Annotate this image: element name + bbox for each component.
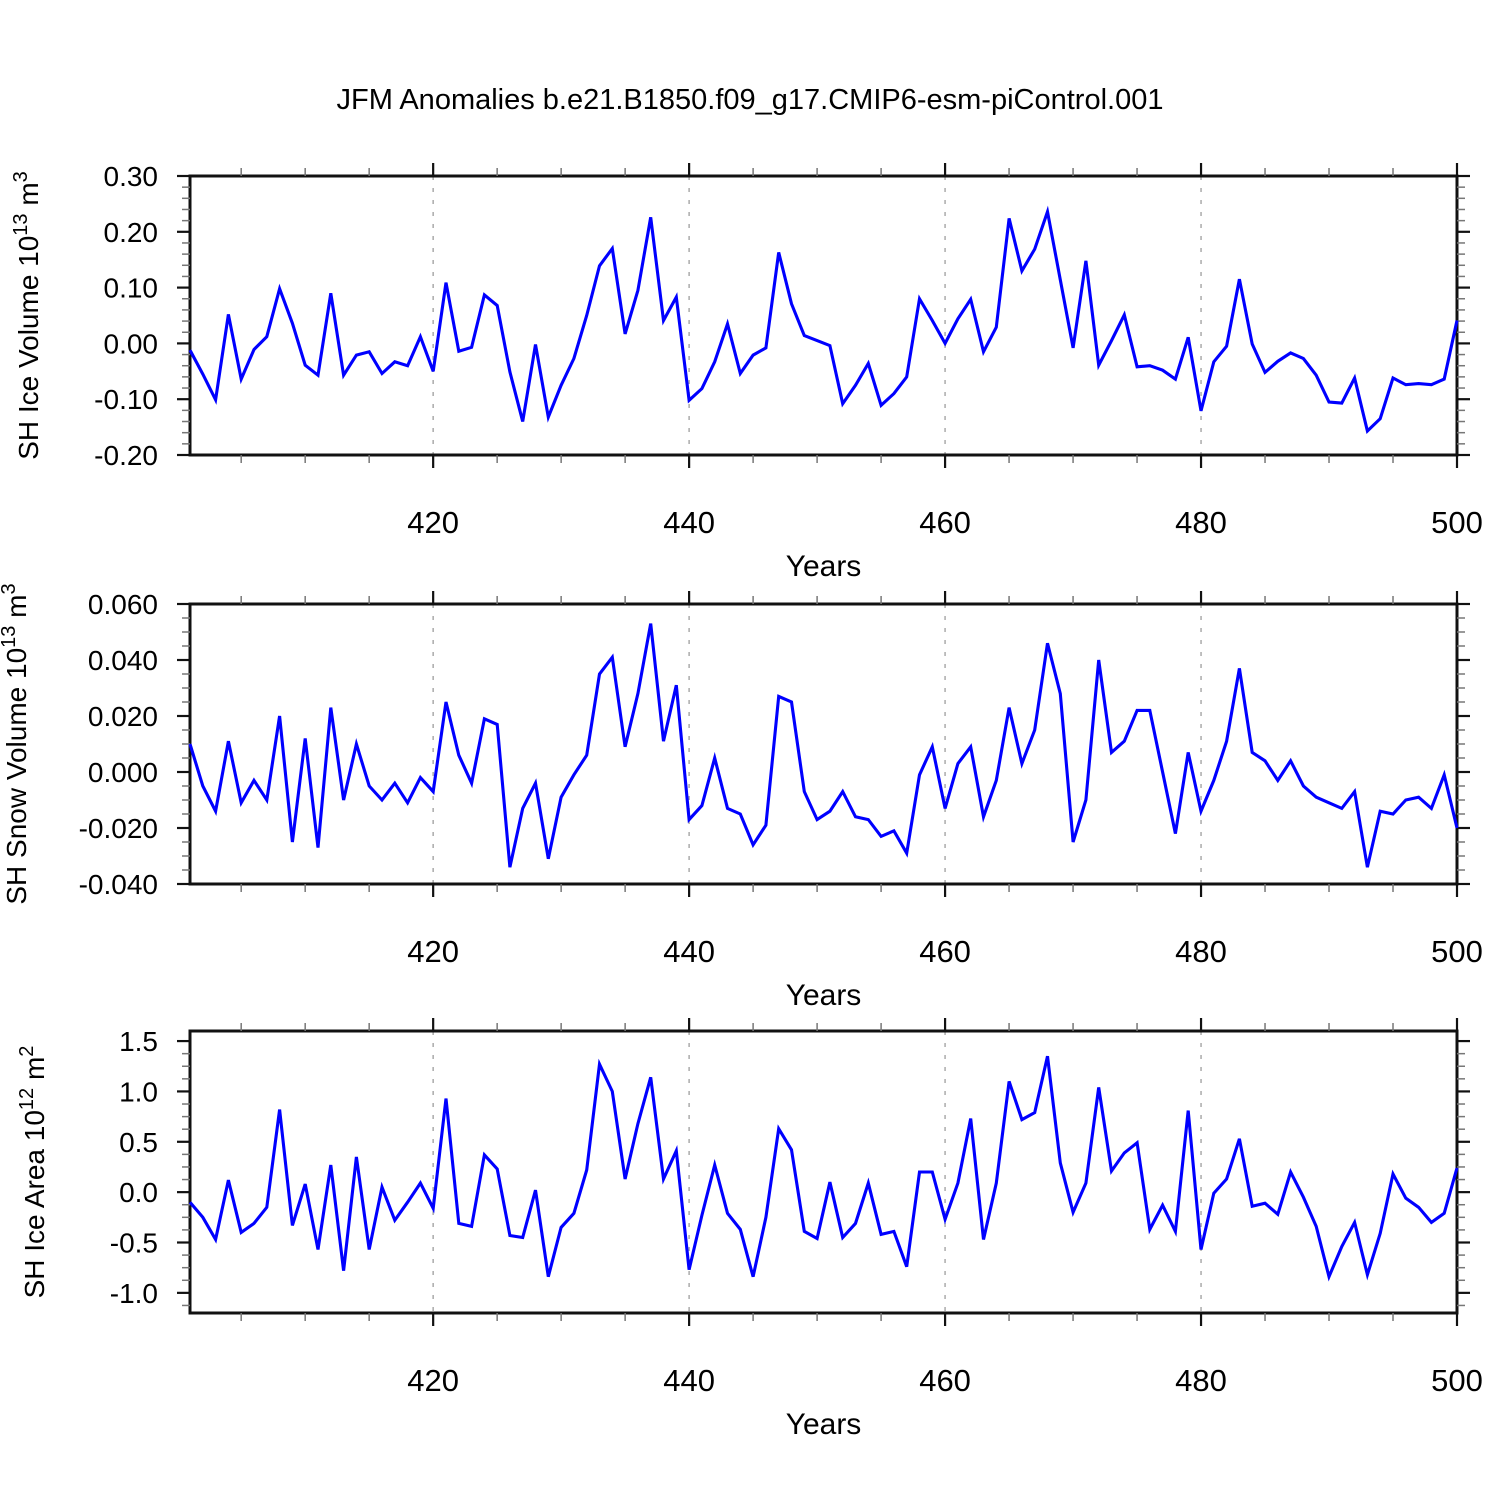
x-tick-label: 420 xyxy=(407,934,459,969)
x-tick-label: 480 xyxy=(1175,1363,1227,1398)
y-tick-label: 1.0 xyxy=(119,1076,158,1107)
y-tick-label: -0.040 xyxy=(79,869,158,900)
y-axis-label-sh-ice-volume: SH Ice Volume 1013 m3 xyxy=(10,171,44,460)
y-tick-label: 0.10 xyxy=(104,273,159,304)
y-tick-label: 0.060 xyxy=(88,589,158,620)
x-tick-label: 440 xyxy=(663,1363,715,1398)
y-tick-label: -0.10 xyxy=(94,384,158,415)
x-tick-label: 420 xyxy=(407,505,459,540)
y-tick-label: 1.5 xyxy=(119,1026,158,1057)
x-axis-label: Years xyxy=(786,550,862,583)
x-tick-label: 440 xyxy=(663,934,715,969)
y-tick-label: 0.30 xyxy=(104,161,159,192)
x-tick-label: 460 xyxy=(919,934,971,969)
series-line-sh-snow-volume xyxy=(188,623,1459,868)
x-tick-label: 480 xyxy=(1175,934,1227,969)
panel-sh-snow-volume: 420 440 460 480 500 Years 0.060 0.040 0.020 0.000… xyxy=(0,583,1483,1012)
y-tick-label: 0.040 xyxy=(88,645,158,676)
y-tick-label: 0.000 xyxy=(88,757,158,788)
y-tick-label: -1.0 xyxy=(110,1278,158,1309)
y-tick-label: 0.020 xyxy=(88,701,158,732)
y-tick-label: 0.0 xyxy=(119,1177,158,1208)
y-axis-label-sh-snow-volume: SH Snow Volume 1013 m3 xyxy=(0,583,32,904)
plot-frame xyxy=(188,602,1459,886)
x-axis-label: Years xyxy=(786,1408,862,1441)
page-title: JFM Anomalies b.e21.B1850.f09_g17.CMIP6-… xyxy=(336,84,1164,116)
x-tick-label: 460 xyxy=(919,1363,971,1398)
x-tick-label: 420 xyxy=(407,1363,459,1398)
y-tick-label: 0.5 xyxy=(119,1127,158,1158)
y-tick-label: -0.5 xyxy=(110,1228,158,1259)
series-line-sh-ice-area xyxy=(188,1055,1459,1282)
x-tick-label: 480 xyxy=(1175,505,1227,540)
plot-frame xyxy=(188,1029,1459,1315)
x-tick-label: 440 xyxy=(663,505,715,540)
y-tick-label: 0.20 xyxy=(104,217,159,248)
x-tick-label: 460 xyxy=(919,505,971,540)
x-tick-label: 500 xyxy=(1431,1363,1483,1398)
y-tick-label: -0.020 xyxy=(79,813,158,844)
y-axis-label-sh-ice-area: SH Ice Area 1012 m2 xyxy=(16,1046,50,1299)
plot-frame xyxy=(188,174,1459,457)
y-tick-label: -0.20 xyxy=(94,440,158,471)
y-tick-label: 0.00 xyxy=(104,328,159,359)
x-axis-label: Years xyxy=(786,979,862,1012)
x-tick-label: 500 xyxy=(1431,505,1483,540)
panel-sh-ice-area: 420 440 460 480 500 Years 1.5 1.0 0.5 0.0 -0.5 -1.0… xyxy=(16,1018,1483,1441)
x-tick-label: 500 xyxy=(1431,934,1483,969)
series-line-sh-ice-volume xyxy=(188,205,1459,434)
panel-sh-ice-volume: 420 440 460 480 500 Years 0.30 0.20 0.10 0.00 -0.1… xyxy=(10,161,1483,583)
